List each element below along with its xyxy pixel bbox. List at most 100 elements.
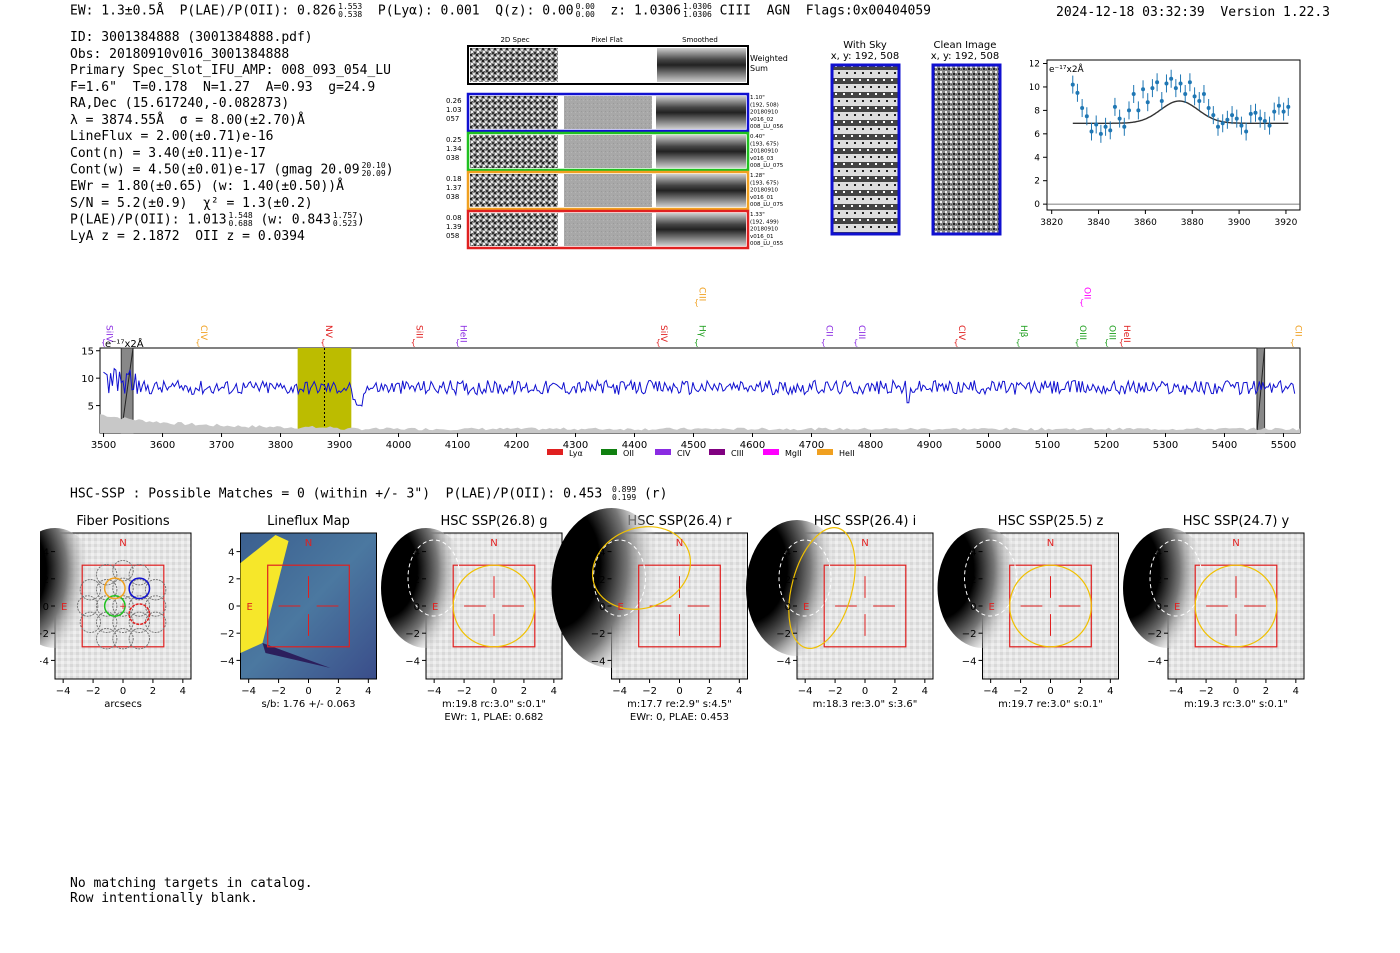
panel-ytick-label: −4 xyxy=(591,656,606,667)
plae-lower: 0.538 xyxy=(338,10,363,19)
line-id: CIII xyxy=(719,3,751,19)
weighted-label-2: Sum xyxy=(750,64,768,73)
cutout-right-label: v016_01 xyxy=(750,234,774,240)
zoom-point xyxy=(1103,124,1108,129)
zoom-point xyxy=(1272,109,1277,114)
panel-xtick-label: 4 xyxy=(1107,686,1113,697)
panel-title: HSC SSP(26.4) i xyxy=(814,514,916,529)
north-label: N xyxy=(1232,538,1239,549)
panel-ytick-label: 4 xyxy=(414,548,420,559)
lineflux-bright-region xyxy=(240,535,289,653)
zoom-point xyxy=(1126,108,1131,113)
cutout-right-label: 20180910 xyxy=(750,149,778,155)
panel-caption-2: EWr: 0, PLAE: 0.453 xyxy=(630,712,729,723)
zoom-point xyxy=(1150,86,1155,91)
line-label-bracket: { xyxy=(821,338,826,347)
main-ylabel: e⁻¹⁷x2Å xyxy=(105,337,144,350)
plae-w-upper: 1.757 xyxy=(332,211,358,220)
cutout-right-label: (193, 675) xyxy=(750,141,779,147)
zoom-plot-frame xyxy=(1046,59,1301,211)
hsc-panels: Fiber Positions + N E −4 −4 −2 −2 0 0 2 2 4 4 arcsecs L… xyxy=(40,508,1305,723)
zoom-point xyxy=(1244,129,1249,134)
zoom-point xyxy=(1112,104,1117,109)
z-value: z: 1.0306 xyxy=(610,3,681,19)
line-label-bracket: { xyxy=(195,338,200,347)
cutout-right-label: 1.33" xyxy=(750,212,765,218)
info-sn: S/N = 5.2(±0.9) χ² = 1.3(±0.2) xyxy=(70,195,313,211)
panel-ytick-label: −4 xyxy=(220,656,235,667)
panel-ytick-label: −2 xyxy=(405,629,420,640)
masked-hatch xyxy=(1256,347,1266,434)
panel-ytick-label: −2 xyxy=(1147,629,1162,640)
cutout-left-label: 058 xyxy=(446,232,459,240)
contw-close: ) xyxy=(385,162,394,178)
info-lyaz: LyA z = 2.1872 OII z = 0.0394 xyxy=(70,229,305,244)
cutout-left-label: 038 xyxy=(446,193,459,201)
main-xtick-label: 5000 xyxy=(976,440,1001,451)
footer-line-1: No matching targets in catalog. xyxy=(70,876,313,891)
agn-flag: AGN xyxy=(766,3,791,19)
panel-xtick-label: −4 xyxy=(798,686,813,697)
cutout-2dspec xyxy=(470,213,558,246)
panel-xtick-label: −2 xyxy=(86,686,101,697)
cutout-left-label: 038 xyxy=(446,154,459,162)
panel-xtick-label: 0 xyxy=(120,686,126,697)
main-xtick-label: 5200 xyxy=(1094,440,1119,451)
cutout-right-label: v016_02 xyxy=(750,117,774,123)
line-label: CII xyxy=(1292,325,1302,337)
panel-1: Lineflux Map N E −4 −4 −2 −2 0 0 2 2 4 4 s/b: 1.76 +/… xyxy=(220,514,377,710)
footer-line-2: Row intentionally blank. xyxy=(70,891,258,906)
panel-xtick-label: 0 xyxy=(676,686,682,697)
info-contw: Cont(w) = 4.50(±0.01)e-17 (gmag 20.09 20.… xyxy=(70,162,394,179)
north-label: N xyxy=(305,538,312,549)
cutout-left-label: 0.18 xyxy=(446,175,462,183)
zoom-point xyxy=(1155,80,1160,85)
panel-ytick-label: −4 xyxy=(776,656,791,667)
info-slot: Primary Spec_Slot_IFU_AMP: 008_093_054_L… xyxy=(70,63,391,78)
info-obs: Obs: 20180910v016_3001384888 xyxy=(70,46,290,62)
line-label: CIII xyxy=(856,325,866,339)
aperture-box xyxy=(81,564,165,648)
galaxy-blob xyxy=(746,520,848,656)
cutout-right-label: 1.28" xyxy=(750,173,765,179)
main-xtick-label: 5400 xyxy=(1212,440,1237,451)
catalog-ellipse xyxy=(778,539,832,617)
zoom-point xyxy=(1173,86,1178,91)
info-contn: Cont(n) = 3.40(±0.11)e-17 xyxy=(70,145,266,161)
panel-xtick-label: −2 xyxy=(457,686,472,697)
fiber-circle xyxy=(144,578,167,601)
cutout-left-label: 1.37 xyxy=(446,184,462,192)
cutout-right-label: (193, 675) xyxy=(750,180,779,186)
weighted-2dspec xyxy=(470,48,558,82)
line-label-bracket: { xyxy=(656,338,661,347)
zoom-point xyxy=(1131,91,1136,96)
line-label-bracket: { xyxy=(954,338,959,347)
flags-value: Flags:0x00404059 xyxy=(805,3,932,19)
zoom-point xyxy=(1225,117,1230,122)
zoom-point xyxy=(1145,100,1150,105)
legend-label: HeII xyxy=(839,449,855,458)
cutout-2dspec xyxy=(470,135,558,168)
panel-ytick-label: 0 xyxy=(414,602,420,613)
cutout-pixelflat xyxy=(564,174,652,207)
zoom-point xyxy=(1267,123,1272,128)
east-label: E xyxy=(432,602,438,613)
panel-xtick-label: 4 xyxy=(551,686,557,697)
plya-value: P(Lyα): 0.001 xyxy=(377,3,480,19)
col-title-pixelflat: Pixel Flat xyxy=(591,36,623,44)
line-label-bracket: { xyxy=(1015,338,1020,347)
north-label: N xyxy=(119,538,126,549)
east-label: E xyxy=(1174,602,1180,613)
with-sky-title: With Sky xyxy=(843,40,887,51)
main-xtick-label: 3600 xyxy=(150,440,175,451)
panel-caption: m:19.3 rc:3.0" s:0.1" xyxy=(1184,699,1288,710)
panel-xtick-label: 2 xyxy=(1263,686,1269,697)
zoom-point xyxy=(1169,76,1174,81)
line-label: CIV xyxy=(198,325,208,341)
zoom-point xyxy=(1239,123,1244,128)
zoom-point xyxy=(1262,118,1267,123)
zoom-point xyxy=(1201,91,1206,96)
catalog-ellipse xyxy=(593,539,646,617)
zoom-point xyxy=(1230,113,1235,118)
panel-ytick-label: −2 xyxy=(40,629,49,640)
